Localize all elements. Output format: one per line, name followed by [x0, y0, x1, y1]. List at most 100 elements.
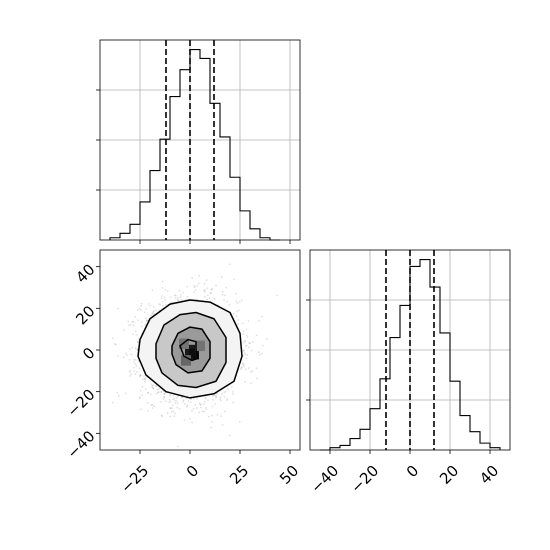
scatter-point — [221, 424, 224, 426]
histogram-bin — [390, 338, 400, 450]
histogram-bin — [240, 211, 250, 240]
scatter-point — [139, 389, 142, 392]
scatter-point — [140, 305, 143, 307]
scatter-point — [147, 410, 150, 412]
scatter-point — [244, 353, 247, 356]
scatter-point — [151, 289, 154, 292]
scatter-point — [171, 407, 173, 409]
scatter-point — [193, 397, 195, 400]
scatter-point — [160, 414, 163, 417]
scatter-point — [169, 407, 172, 410]
scatter-point — [151, 312, 154, 315]
scatter-point — [221, 290, 224, 293]
scatter-point — [255, 334, 258, 337]
scatter-point — [236, 310, 239, 313]
scatter-point — [169, 296, 172, 299]
scatter-point — [214, 394, 217, 397]
scatter-point — [112, 337, 114, 340]
histogram-step-line — [320, 258, 501, 451]
scatter-point — [152, 387, 155, 390]
scatter-point — [169, 415, 172, 418]
scatter-point — [223, 391, 226, 394]
scatter-point — [139, 308, 142, 311]
histogram-bin — [360, 429, 370, 450]
scatter-point — [136, 370, 138, 373]
scatter-point — [257, 320, 260, 322]
scatter-point — [276, 294, 278, 297]
scatter-point — [138, 307, 141, 310]
scatter-point — [164, 298, 167, 301]
scatter-point — [237, 319, 240, 321]
scatter-point — [242, 350, 245, 352]
scatter-point — [136, 348, 139, 351]
scatter-point — [230, 385, 233, 388]
scatter-point — [118, 395, 120, 397]
x-tick-label: −40 — [307, 462, 342, 497]
scatter-point — [247, 367, 250, 370]
scatter-point — [242, 354, 245, 357]
scatter-point — [238, 309, 240, 312]
histogram-bin — [460, 416, 470, 450]
scatter-point — [146, 391, 149, 394]
scatter-point — [128, 358, 131, 361]
scatter-point — [133, 366, 135, 369]
histogram-bin — [150, 171, 160, 240]
x-tick-label: −20 — [347, 462, 382, 497]
scatter-point — [177, 299, 180, 302]
y-tick-label: 20 — [72, 302, 98, 328]
scatter-point — [244, 368, 247, 370]
scatter-point — [210, 288, 213, 291]
scatter-point — [228, 434, 231, 437]
scatter-point — [243, 351, 246, 354]
scatter-point — [198, 411, 201, 414]
scatter-point — [127, 324, 130, 327]
scatter-point — [246, 354, 249, 356]
scatter-point — [219, 398, 221, 401]
scatter-point — [140, 408, 143, 411]
scatter-point — [178, 407, 181, 410]
scatter-point — [151, 384, 154, 387]
scatter-point — [192, 407, 195, 410]
scatter-point — [130, 353, 133, 356]
scatter-point — [240, 366, 243, 369]
scatter-point — [256, 377, 258, 380]
scatter-point — [196, 397, 199, 400]
scatter-point — [152, 311, 155, 313]
scatter-point — [204, 289, 207, 292]
scatter-point — [191, 277, 194, 279]
contour-line — [137, 299, 243, 399]
scatter-point — [173, 294, 176, 297]
scatter-point — [224, 390, 227, 393]
scatter-point — [261, 344, 264, 347]
scatter-point — [203, 291, 206, 293]
scatter-point — [170, 410, 173, 413]
scatter-point — [190, 409, 193, 412]
scatter-point — [242, 333, 244, 336]
scatter-point — [146, 401, 149, 404]
scatter-point — [180, 293, 182, 296]
scatter-point — [169, 407, 172, 410]
scatter-point — [129, 374, 131, 377]
scatter-point — [133, 369, 136, 372]
scatter-point — [185, 397, 188, 400]
scatter-point — [198, 274, 200, 277]
scatter-point — [261, 315, 264, 318]
histogram-bin — [160, 139, 170, 240]
histogram-bin — [470, 432, 480, 450]
scatter-point — [251, 370, 254, 373]
scatter-point — [228, 263, 231, 266]
scatter-point — [208, 415, 210, 418]
scatter-point — [116, 391, 119, 394]
scatter-point — [226, 399, 229, 402]
scatter-point — [219, 399, 222, 402]
scatter-point — [141, 385, 144, 388]
scatter-point — [136, 319, 139, 322]
scatter-point — [166, 411, 169, 414]
histogram-bin — [210, 103, 220, 240]
scatter-point — [224, 294, 226, 297]
scatter-point — [247, 320, 250, 323]
scatter-point — [201, 410, 204, 413]
scatter-point — [240, 299, 243, 302]
scatter-point — [139, 374, 142, 376]
y-tick-label: 40 — [72, 260, 98, 286]
